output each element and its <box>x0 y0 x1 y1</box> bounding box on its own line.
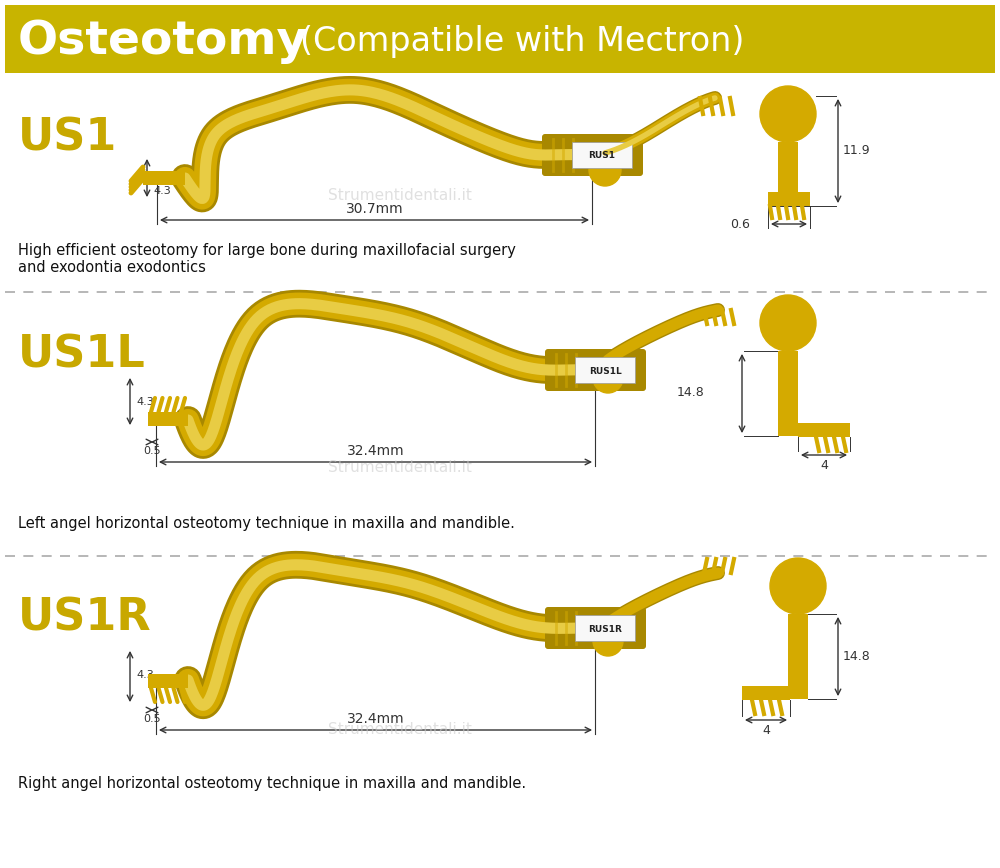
Text: High efficient osteotomy for large bone during maxillofacial surgery
and exodont: High efficient osteotomy for large bone … <box>18 243 516 275</box>
Text: Strumentidentali.it: Strumentidentali.it <box>328 722 472 738</box>
Text: RUS1R: RUS1R <box>588 624 622 634</box>
FancyBboxPatch shape <box>575 357 635 383</box>
FancyBboxPatch shape <box>742 686 790 700</box>
Text: 4: 4 <box>820 459 828 472</box>
Text: Left angel horizontal osteotomy technique in maxilla and mandible.: Left angel horizontal osteotomy techniqu… <box>18 516 515 531</box>
Text: 32.4mm: 32.4mm <box>347 712 404 726</box>
Text: Right angel horizontal osteotomy technique in maxilla and mandible.: Right angel horizontal osteotomy techniq… <box>18 776 526 791</box>
Text: (Compatible with Mectron): (Compatible with Mectron) <box>300 25 744 58</box>
Text: Strumentidentali.it: Strumentidentali.it <box>328 461 472 476</box>
Text: Strumentidentali.it: Strumentidentali.it <box>328 187 472 202</box>
Text: 4.3: 4.3 <box>153 186 171 196</box>
Text: 14.8: 14.8 <box>843 649 871 662</box>
FancyBboxPatch shape <box>545 349 646 391</box>
Circle shape <box>760 295 816 351</box>
FancyBboxPatch shape <box>572 142 632 168</box>
FancyBboxPatch shape <box>768 192 810 206</box>
Circle shape <box>593 626 623 656</box>
Text: 11.9: 11.9 <box>843 144 871 157</box>
FancyBboxPatch shape <box>798 423 850 437</box>
FancyBboxPatch shape <box>143 171 185 185</box>
Text: 4.3: 4.3 <box>136 397 154 407</box>
FancyBboxPatch shape <box>778 142 798 197</box>
FancyBboxPatch shape <box>545 607 646 649</box>
Text: US1: US1 <box>18 116 117 160</box>
Text: 0.5: 0.5 <box>143 714 161 724</box>
Text: 4.3: 4.3 <box>136 670 154 680</box>
Circle shape <box>770 558 826 614</box>
FancyBboxPatch shape <box>148 674 188 688</box>
Text: 30.7mm: 30.7mm <box>346 202 403 216</box>
Text: RUS1: RUS1 <box>588 152 616 161</box>
FancyBboxPatch shape <box>148 412 188 426</box>
Circle shape <box>589 154 621 186</box>
Text: US1R: US1R <box>18 596 152 640</box>
FancyBboxPatch shape <box>575 615 635 641</box>
Circle shape <box>593 363 623 393</box>
Circle shape <box>760 86 816 142</box>
Text: 14.8: 14.8 <box>676 386 704 399</box>
Text: 0.6: 0.6 <box>730 218 750 231</box>
FancyBboxPatch shape <box>5 5 995 73</box>
Text: 0.5: 0.5 <box>143 446 161 456</box>
Text: US1L: US1L <box>18 333 146 377</box>
FancyBboxPatch shape <box>542 134 643 176</box>
Text: Osteotomy: Osteotomy <box>18 19 308 64</box>
Text: RUS1L: RUS1L <box>589 366 621 376</box>
Text: 32.4mm: 32.4mm <box>347 444 404 458</box>
FancyBboxPatch shape <box>778 351 798 436</box>
Text: 4: 4 <box>762 724 770 737</box>
FancyBboxPatch shape <box>788 614 808 699</box>
